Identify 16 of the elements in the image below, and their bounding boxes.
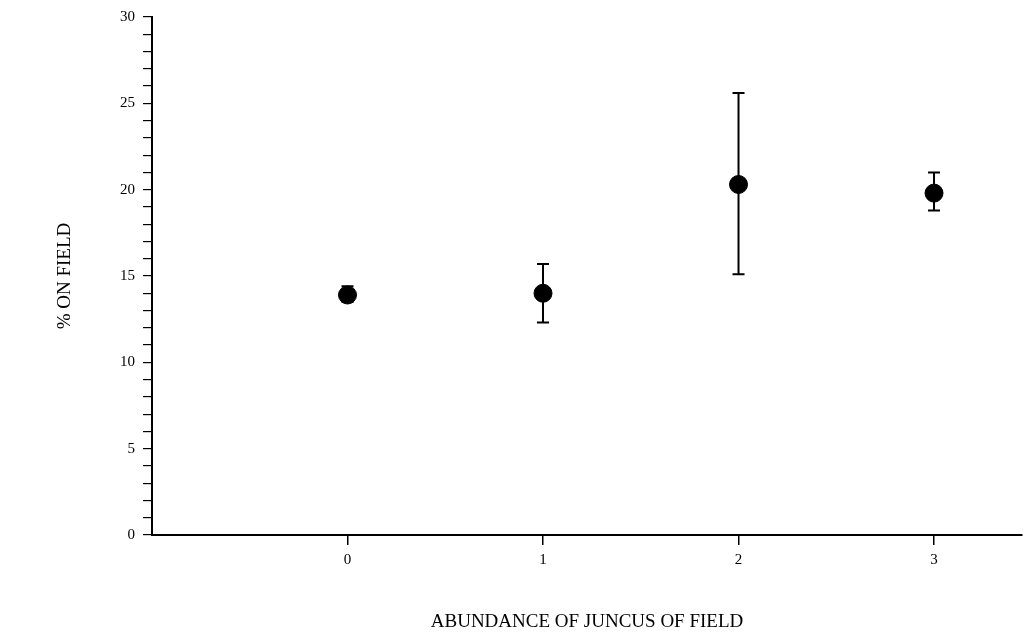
y-tick-label: 30 <box>120 7 135 24</box>
y-tick-label: 5 <box>127 439 135 456</box>
point <box>924 183 944 203</box>
y-tick-label: 10 <box>120 353 135 370</box>
x-axis-title: ABUNDANCE OF JUNCUS OF FIELD <box>430 609 744 631</box>
x-tick-label: 3 <box>930 550 938 567</box>
y-tick-label: 20 <box>120 180 135 197</box>
point <box>729 174 749 194</box>
y-axis-title: % ON FIELD <box>53 222 75 330</box>
x-tick-label: 0 <box>343 550 352 567</box>
y-tick-label: 0 <box>127 525 135 542</box>
point <box>533 283 553 303</box>
y-tick-label: 15 <box>120 266 135 283</box>
x-tick-label: 2 <box>734 550 743 567</box>
y-tick-label: 25 <box>120 94 135 111</box>
x-tick-label: 1 <box>539 550 547 567</box>
